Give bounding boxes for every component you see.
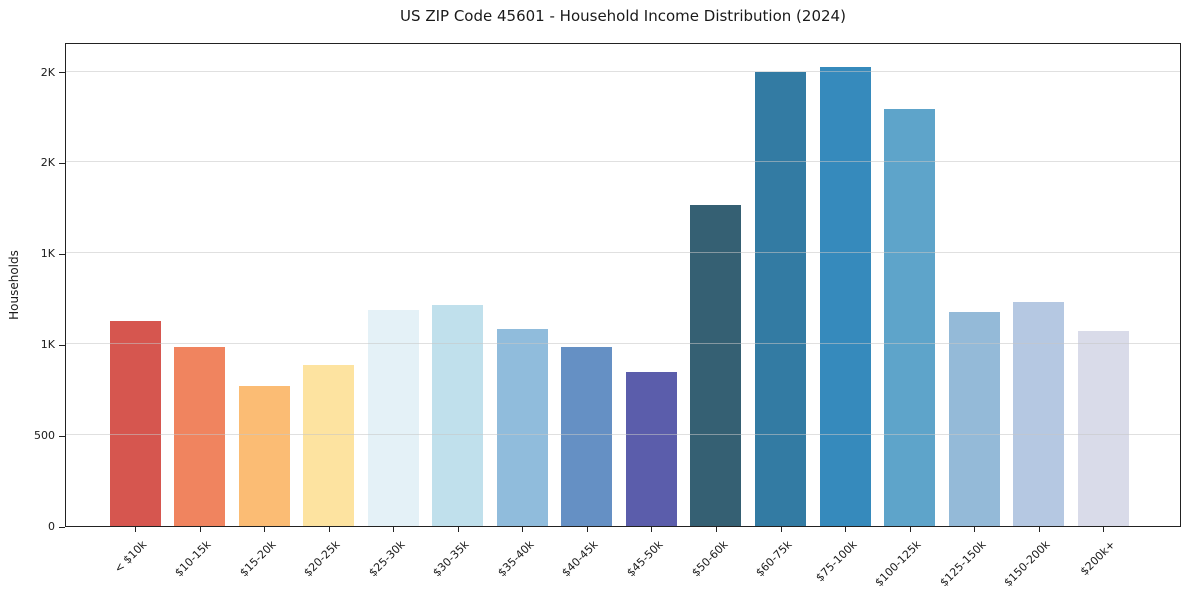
x-tick-mark [909, 527, 911, 532]
y-tick-mark [59, 162, 65, 164]
x-tick-mark [1038, 527, 1040, 532]
gridline [66, 343, 1180, 345]
bar-$50-60k [690, 205, 742, 526]
bar-$30-35k [432, 305, 484, 526]
bar-$125-150k [948, 312, 1000, 526]
y-tick-label: 0 [48, 520, 55, 533]
bar-$20-25k [303, 365, 355, 526]
x-tick-label: $40-45k [559, 538, 602, 580]
x-tick-mark [651, 527, 653, 532]
x-tick-mark [780, 527, 782, 532]
x-tick-mark [1103, 527, 1105, 532]
y-tick-label: 2K [40, 65, 55, 79]
gridline [66, 434, 1180, 436]
bar-$100-125k [884, 108, 936, 526]
x-tick-mark [974, 527, 976, 532]
gridline [66, 70, 1180, 72]
gridline [66, 161, 1180, 163]
x-tick-mark [264, 527, 266, 532]
x-tick-mark [457, 527, 459, 532]
y-tick-mark [59, 72, 65, 73]
x-tick-mark [586, 527, 588, 532]
x-tick-mark [328, 527, 330, 532]
x-tick-mark [522, 527, 524, 532]
bar-< $10k [109, 320, 161, 526]
x-tick-mark [845, 527, 846, 532]
gridline [66, 252, 1180, 254]
bar-$25-30k [367, 309, 419, 526]
x-tick-label: $150-200k [1001, 538, 1053, 590]
y-tick-label: 2K [40, 156, 55, 170]
x-tick-mark [393, 527, 395, 532]
x-tick-label: $10-15k [172, 538, 214, 580]
y-tick-mark [59, 344, 65, 346]
x-tick-label: $50-60k [688, 538, 731, 580]
bar-$10-15k [174, 346, 226, 526]
x-tick-label: $15-20k [237, 538, 279, 580]
x-tick-label: $20-25k [301, 538, 343, 580]
y-tick-label: 1K [40, 247, 55, 261]
bar-$40-45k [561, 346, 613, 526]
chart-title: US ZIP Code 45601 - Household Income Dis… [400, 7, 846, 25]
bar-$35-40k [496, 328, 548, 526]
bar-$15-20k [238, 386, 290, 526]
bar-$200k+ [1077, 330, 1129, 526]
y-tick-label: 1K [40, 338, 55, 352]
x-tick-label: < $10k [111, 538, 150, 576]
x-tick-label: $100-125k [872, 538, 924, 590]
plot-area [65, 43, 1181, 527]
bar-$60-75k [755, 71, 806, 526]
x-tick-label: $35-40k [495, 538, 537, 580]
x-tick-label: $60-75k [753, 538, 795, 580]
x-tick-label: $200k+ [1077, 538, 1118, 579]
x-tick-label: $125-150k [937, 538, 989, 590]
y-tick-label: 500 [34, 429, 55, 443]
x-tick-mark [715, 527, 717, 532]
bar-$45-50k [625, 371, 677, 526]
y-tick-mark [59, 435, 65, 437]
x-tick-label: $25-30k [366, 538, 408, 580]
x-tick-label: $30-35k [430, 538, 472, 580]
y-tick-mark [59, 526, 65, 528]
bar-$75-100k [819, 66, 871, 526]
x-tick-label: $45-50k [624, 538, 666, 580]
bar-$150-200k [1013, 302, 1065, 526]
y-tick-mark [59, 253, 65, 255]
x-tick-label: $75-100k [812, 538, 860, 585]
x-tick-mark [135, 527, 136, 532]
x-tick-mark [199, 527, 201, 532]
